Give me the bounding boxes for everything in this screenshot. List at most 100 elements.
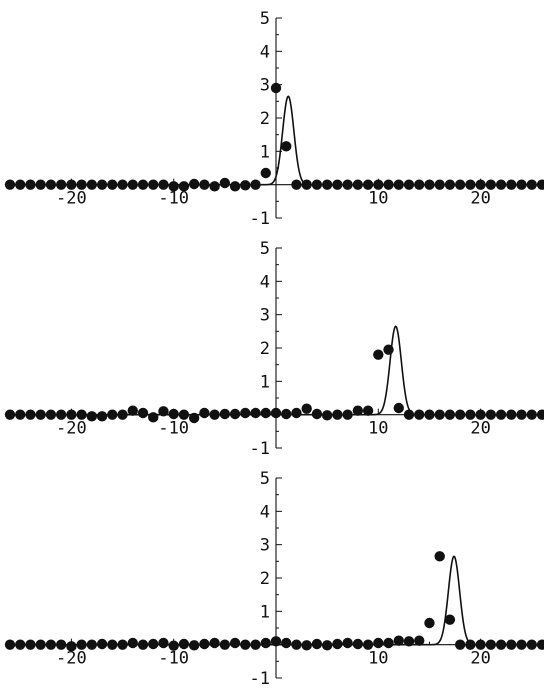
y-tick-label: 4 bbox=[260, 502, 270, 522]
x-tick-label: 10 bbox=[368, 189, 388, 209]
data-point bbox=[301, 403, 312, 414]
data-point bbox=[117, 639, 128, 650]
data-point bbox=[209, 637, 220, 649]
data-point bbox=[301, 179, 312, 190]
data-point bbox=[424, 617, 435, 629]
data-point bbox=[311, 408, 323, 420]
data-point bbox=[332, 638, 343, 650]
data-point bbox=[281, 408, 292, 420]
data-point bbox=[393, 402, 404, 414]
data-point bbox=[475, 639, 486, 650]
data-point bbox=[45, 179, 57, 190]
data-point bbox=[168, 640, 179, 651]
x-tick-label: 20 bbox=[470, 649, 490, 669]
data-point bbox=[15, 179, 26, 190]
data-point bbox=[506, 179, 517, 190]
data-point bbox=[229, 408, 241, 420]
y-tick-label: 3 bbox=[260, 76, 270, 96]
data-point bbox=[240, 407, 251, 419]
data-point bbox=[506, 639, 517, 650]
data-point bbox=[383, 637, 394, 649]
data-point bbox=[434, 409, 445, 420]
data-point bbox=[444, 409, 456, 420]
data-point bbox=[55, 179, 67, 190]
data-point bbox=[536, 179, 544, 190]
data-point bbox=[373, 179, 384, 190]
data-point bbox=[393, 179, 404, 190]
data-point bbox=[516, 639, 527, 650]
data-point bbox=[158, 637, 169, 649]
chart-panel-2: -20 -10 10 20 -1 1 2 3 4 5 bbox=[4, 239, 544, 459]
data-point bbox=[219, 408, 231, 420]
data-point bbox=[168, 408, 179, 420]
x-tick-label: 20 bbox=[470, 419, 490, 439]
data-point bbox=[281, 141, 292, 152]
data-point bbox=[414, 409, 425, 420]
data-point bbox=[342, 637, 353, 649]
data-point bbox=[383, 344, 394, 355]
data-point bbox=[250, 407, 261, 419]
data-point bbox=[373, 637, 384, 649]
data-point bbox=[240, 180, 251, 191]
data-point bbox=[342, 179, 353, 190]
y-tick-label: 5 bbox=[260, 469, 270, 489]
data-point bbox=[137, 407, 149, 419]
data-point bbox=[465, 179, 476, 190]
data-point bbox=[475, 179, 486, 190]
y-tick-label: 2 bbox=[260, 569, 270, 589]
y-tick-label: -1 bbox=[250, 209, 270, 229]
data-point bbox=[526, 639, 537, 650]
data-point bbox=[76, 179, 87, 190]
x-tick-label: -10 bbox=[158, 189, 189, 209]
data-point bbox=[332, 179, 343, 190]
x-tick-label: -20 bbox=[56, 189, 87, 209]
chart-panel-1: -20 -10 10 20 -1 1 2 3 4 5 bbox=[4, 9, 544, 229]
data-point bbox=[188, 178, 200, 190]
data-point bbox=[495, 409, 507, 420]
data-point bbox=[485, 639, 497, 650]
y-tick-label: -1 bbox=[250, 669, 270, 689]
y-tick-label: -1 bbox=[250, 439, 270, 459]
data-point bbox=[321, 179, 333, 190]
data-point bbox=[66, 409, 77, 420]
data-point bbox=[311, 638, 323, 650]
y-tick-label: 3 bbox=[260, 306, 270, 326]
data-point bbox=[117, 409, 128, 420]
data-point bbox=[4, 179, 16, 190]
data-point bbox=[434, 551, 445, 562]
data-point bbox=[270, 82, 282, 94]
data-point bbox=[188, 412, 200, 424]
data-point bbox=[352, 405, 364, 416]
data-point bbox=[199, 407, 210, 419]
data-point bbox=[454, 179, 466, 190]
data-point bbox=[76, 409, 87, 420]
data-point bbox=[209, 181, 220, 192]
data-point bbox=[526, 409, 537, 420]
data-point bbox=[107, 639, 118, 650]
data-point bbox=[332, 409, 343, 420]
data-point bbox=[383, 179, 394, 190]
data-point bbox=[250, 639, 261, 650]
data-point bbox=[35, 639, 46, 650]
data-point bbox=[66, 641, 77, 652]
x-tick-label: 10 bbox=[368, 649, 388, 669]
y-tick-label: 2 bbox=[260, 339, 270, 359]
y-tick-label: 1 bbox=[260, 142, 270, 162]
y-tick-label: 4 bbox=[260, 272, 270, 292]
data-point bbox=[199, 179, 210, 190]
y-tick-label: 5 bbox=[260, 239, 270, 259]
data-point bbox=[127, 179, 138, 190]
data-point bbox=[434, 179, 445, 190]
data-point bbox=[107, 179, 118, 190]
y-tick-label: 3 bbox=[260, 536, 270, 556]
data-point bbox=[148, 179, 159, 190]
data-point bbox=[444, 614, 456, 625]
data-point bbox=[158, 179, 169, 190]
data-point bbox=[4, 409, 16, 420]
data-point bbox=[342, 409, 353, 420]
data-point bbox=[403, 179, 415, 190]
data-point bbox=[362, 639, 374, 650]
data-point bbox=[424, 179, 435, 190]
data-point bbox=[301, 640, 312, 651]
